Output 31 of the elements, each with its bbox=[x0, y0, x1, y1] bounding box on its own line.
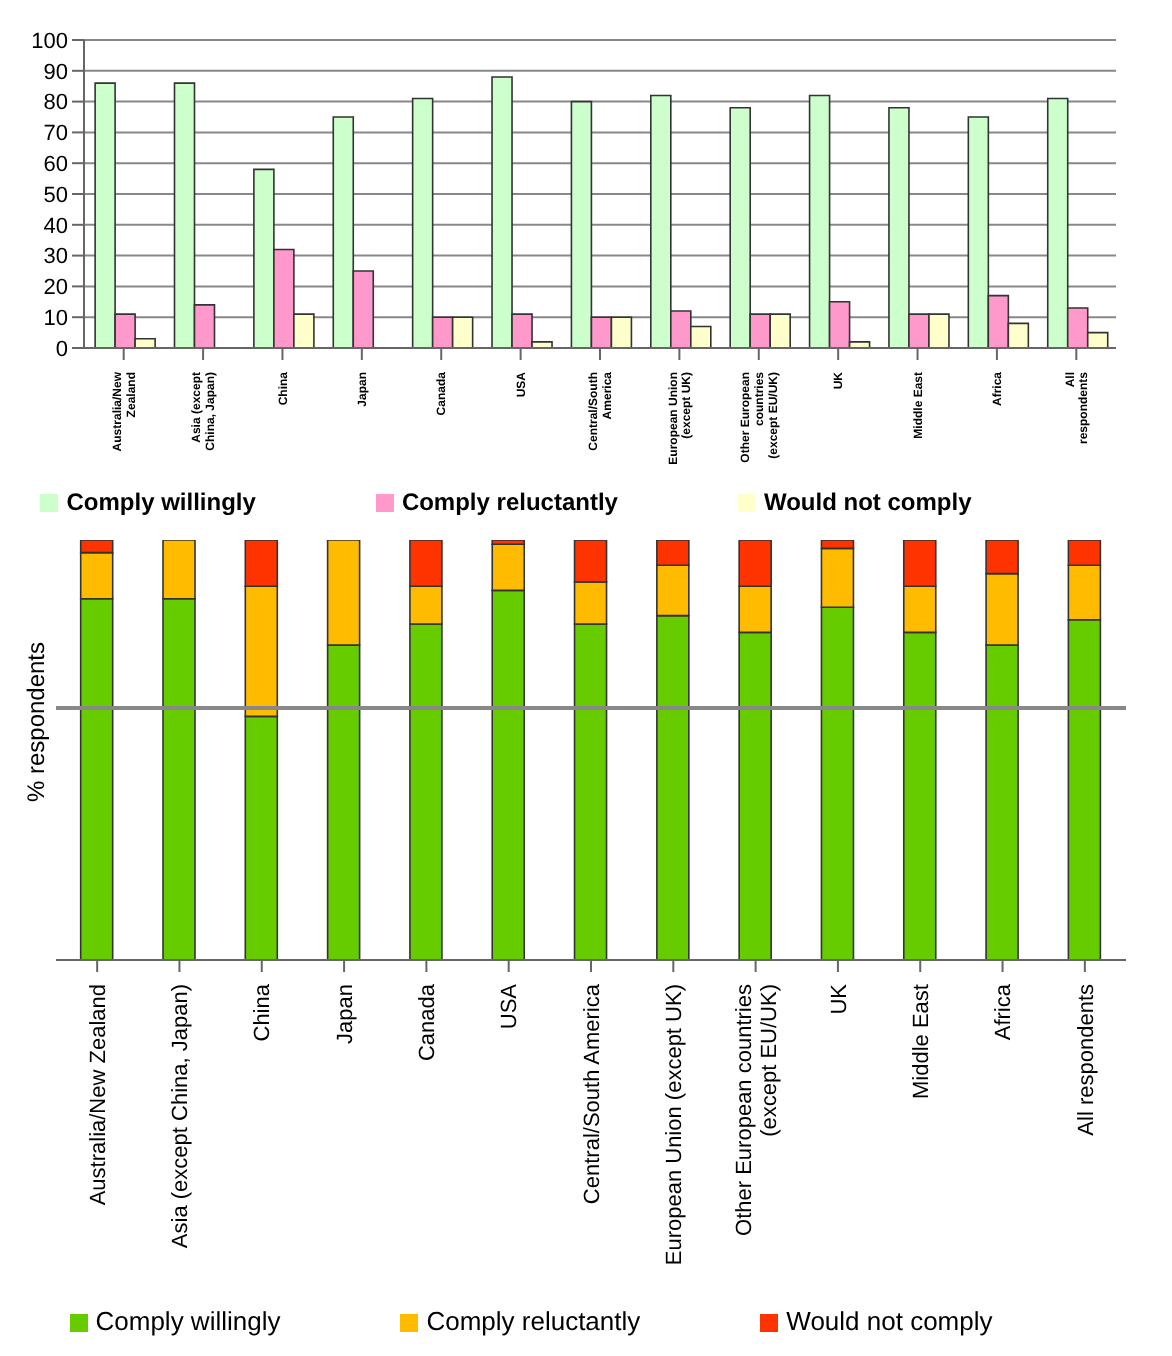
legend-label: Comply willingly bbox=[66, 488, 256, 516]
x-tick-label: Other European countries (except EU/UK) bbox=[732, 983, 782, 1236]
x-tick-label: UK bbox=[827, 982, 852, 1015]
y-tick-label: 20 bbox=[43, 276, 68, 301]
y-tick-label: 100 bbox=[31, 29, 68, 54]
y-tick-label: 40 bbox=[43, 214, 68, 239]
y-tick-label: 50 bbox=[43, 183, 68, 208]
x-tick-label: Japan bbox=[333, 984, 358, 1044]
legend-label: Would not comply bbox=[786, 1306, 993, 1336]
y-tick-label: 70 bbox=[43, 122, 68, 147]
x-tick-label: Canada bbox=[416, 982, 441, 1062]
legend-label: Comply reluctantly bbox=[426, 1306, 641, 1336]
legend-label: Would not comply bbox=[763, 488, 972, 516]
y-tick-label: 90 bbox=[43, 60, 68, 85]
x-tick-label: Australia/New Zealand bbox=[86, 984, 111, 1206]
y-tick-label: 0 bbox=[55, 337, 68, 362]
x-tick-label: USA bbox=[498, 982, 523, 1030]
x-tick-label: Middle East bbox=[909, 984, 934, 1099]
x-tick-label: Asia (except China, Japan) bbox=[169, 984, 194, 1249]
y-tick-label: 60 bbox=[43, 153, 68, 178]
y-tick-label: 10 bbox=[43, 307, 68, 332]
y-axis-title: % respondents bbox=[22, 640, 50, 802]
x-tick-label: Africa bbox=[992, 982, 1017, 1041]
x-tick-label: Central/South America bbox=[580, 982, 605, 1205]
y-tick-label: 30 bbox=[43, 245, 68, 270]
y-tick-label: 80 bbox=[43, 91, 68, 116]
x-tick-label: China bbox=[251, 982, 276, 1042]
legend-label: Comply willingly bbox=[95, 1306, 281, 1336]
x-tick-label: All respondents bbox=[1074, 983, 1099, 1136]
x-tick-label: European Union (except UK) bbox=[663, 984, 688, 1266]
legend-label: Comply reluctantly bbox=[401, 488, 618, 516]
